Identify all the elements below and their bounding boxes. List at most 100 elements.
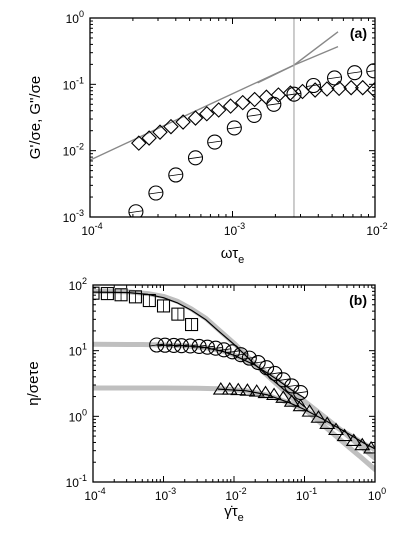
panel-b-point-errorbar bbox=[233, 353, 248, 357]
panel-a-y-axis-title: G'/σe, G"/σe bbox=[27, 76, 44, 159]
panel-a-guide-line-1 bbox=[257, 31, 339, 84]
panel-a: 10-4 10-3 10-210-310-210-1100(a)ωτeG'/σe, … bbox=[27, 9, 388, 266]
panel-b-point-triangle bbox=[336, 428, 353, 442]
panel-a-point-diamond bbox=[354, 79, 371, 96]
panel-b-point-circle bbox=[182, 338, 198, 354]
panel-b-series-triangle bbox=[212, 382, 375, 454]
panel-b-point-triangle bbox=[257, 385, 274, 399]
panel-b-point-triangle bbox=[283, 394, 300, 407]
panel-b-fit-line-1 bbox=[93, 341, 375, 461]
panel-a-point-errorbar bbox=[168, 173, 183, 177]
panel-b-point-triangle bbox=[275, 390, 292, 403]
panel-b-point-circle bbox=[173, 338, 190, 354]
panel-b-point-triangle bbox=[230, 382, 247, 396]
panel-a-label: (a) bbox=[350, 25, 367, 41]
panel-b-x-tick-label: 10-1 bbox=[296, 486, 317, 503]
panel-b-point-circle bbox=[233, 347, 249, 363]
panel-a-point-diamond bbox=[141, 130, 157, 146]
panel-b-label: (b) bbox=[349, 292, 367, 308]
panel-b-y-tick-label: 102 bbox=[69, 276, 87, 293]
panel-a-point-diamond bbox=[343, 79, 359, 96]
panel-a-point-diamond bbox=[319, 81, 335, 97]
panel-a-point-diamond bbox=[199, 105, 215, 122]
panel-a-point-errorbar bbox=[286, 92, 302, 96]
panel-a-point-errorbar bbox=[306, 84, 321, 87]
panel-a-series-circle bbox=[128, 63, 375, 217]
panel-b-point-circle bbox=[250, 354, 266, 371]
panel-a-point-circle bbox=[128, 204, 144, 217]
panel-a-point-circle bbox=[366, 63, 375, 79]
panel-b-point-circle bbox=[208, 340, 224, 356]
panel-b-point-errorbar bbox=[208, 346, 223, 350]
panel-b-ticks bbox=[92, 285, 375, 483]
panel-a-point-diamond bbox=[246, 91, 263, 108]
panel-b-x-axis-title: γ̇τe bbox=[224, 503, 244, 524]
panel-b-x-tick-label: 100 bbox=[368, 486, 386, 503]
panel-b-point-circle bbox=[157, 337, 173, 353]
panel-b-point-errorbar bbox=[183, 344, 198, 348]
panel-a-point-circle bbox=[226, 120, 242, 136]
panel-b-point-errorbar bbox=[225, 350, 240, 354]
panel-a-point-errorbar bbox=[207, 140, 222, 144]
panel-a-point-diamond bbox=[222, 98, 239, 114]
panel-b-point-triangle bbox=[212, 382, 229, 395]
panel-b-x-tick-label: 10-4 bbox=[84, 486, 105, 503]
panel-a-point-errorbar bbox=[227, 126, 242, 130]
panel-b-point-circle bbox=[191, 338, 207, 354]
panel-b-point-circle bbox=[216, 342, 232, 358]
panel-b-point-errorbar bbox=[284, 384, 299, 388]
panel-b-point-triangle bbox=[301, 404, 318, 417]
panel-a-y-tick-label: 10-1 bbox=[63, 75, 84, 92]
panel-b-point-triangle bbox=[345, 433, 362, 446]
panel-a-point-diamond bbox=[163, 118, 179, 135]
panel-a-point-errorbar bbox=[266, 102, 281, 106]
panel-b-fit-line-2 bbox=[93, 385, 375, 453]
panel-a-point-errorbar bbox=[128, 210, 143, 214]
panel-a-point-diamond bbox=[152, 124, 168, 140]
panel-a-y-tick-label: 10-2 bbox=[63, 142, 84, 159]
panel-a-point-diamond bbox=[331, 80, 347, 97]
panel-a-point-circle bbox=[207, 134, 223, 150]
panel-a-point-errorbar bbox=[347, 71, 362, 75]
panel-b-point-errorbar bbox=[157, 343, 173, 347]
panel-a-x-tick-label: 10-3 bbox=[224, 221, 245, 238]
panel-b-y-axis-title: η/σeτe bbox=[25, 361, 42, 405]
panel-a-point-circle bbox=[187, 150, 204, 166]
panel-a-plot-area bbox=[90, 18, 375, 217]
panel-a-point-circle bbox=[286, 86, 302, 102]
panel-b-plot-area bbox=[93, 286, 375, 472]
panel-b-point-square bbox=[93, 286, 100, 300]
panel-a-point-diamond bbox=[234, 94, 251, 111]
panel-b-point-errorbar bbox=[192, 345, 207, 348]
panel-b-point-triangle bbox=[354, 437, 371, 451]
panel-b-point-triangle bbox=[328, 422, 345, 436]
panel-a-guide-line-0 bbox=[90, 45, 339, 161]
panel-b-point-triangle bbox=[239, 383, 256, 396]
panel-b-point-errorbar bbox=[216, 348, 231, 352]
panel-a-point-circle bbox=[266, 96, 282, 112]
panel-b-point-errorbar bbox=[174, 344, 189, 348]
panel-a-x-axis-title: ωτe bbox=[221, 245, 245, 266]
panel-a-point-circle bbox=[305, 77, 322, 94]
panel-b-point-circle bbox=[149, 337, 165, 353]
panel-b-point-triangle bbox=[221, 382, 238, 395]
panel-b-point-circle bbox=[224, 344, 240, 360]
panel-b-series-circle bbox=[149, 337, 309, 401]
panel-b-fit-line-5 bbox=[217, 388, 375, 450]
panel-b-point-triangle bbox=[266, 387, 283, 401]
panel-b-point-errorbar bbox=[149, 343, 164, 347]
panel-b-point-triangle bbox=[292, 398, 309, 412]
panel-b-x-tick-label: 10-2 bbox=[225, 486, 246, 503]
panel-b-x-tick-label: 10-3 bbox=[155, 486, 176, 503]
panel-b-point-triangle bbox=[319, 416, 336, 429]
panel-a-point-circle bbox=[246, 107, 262, 123]
panel-a-frame bbox=[89, 17, 376, 218]
panel-a-point-errorbar bbox=[247, 114, 262, 117]
panel-b-point-circle bbox=[275, 372, 291, 388]
panel-a-point-circle bbox=[148, 185, 164, 201]
panel-b-y-tick-label: 100 bbox=[69, 407, 87, 424]
panel-b-point-errorbar bbox=[267, 372, 282, 375]
panel-a-point-errorbar bbox=[327, 76, 342, 80]
panel-b-y-tick-label: 101 bbox=[69, 342, 87, 359]
panel-b-point-errorbar bbox=[166, 344, 181, 347]
